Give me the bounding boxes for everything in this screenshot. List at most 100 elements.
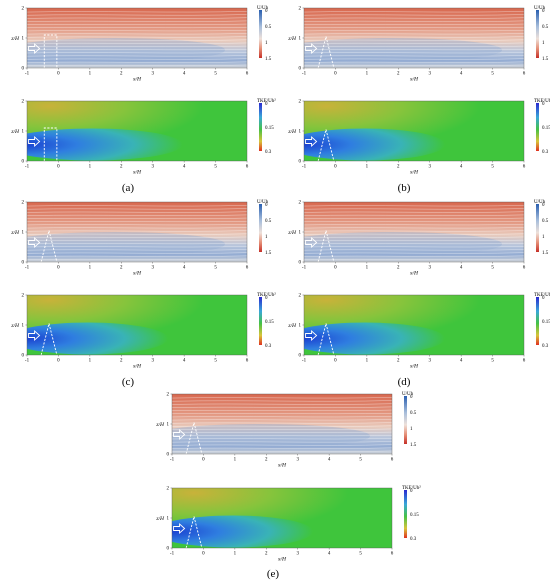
plot-area [172, 488, 392, 548]
x-axis-title: x/H [277, 557, 287, 563]
x-tick-label: 4 [183, 266, 186, 271]
x-tick-label: 6 [246, 72, 249, 77]
colorbar-tick-label: 0 [265, 296, 268, 301]
colorbar-tick-label: 0 [265, 102, 268, 107]
y-tick-label: 1 [167, 517, 170, 522]
x-tick-label: 5 [491, 165, 494, 170]
y-tick-label: 1 [299, 231, 302, 236]
streamline [304, 255, 524, 257]
colorbar-tick-label: 0 [542, 102, 545, 107]
tke-wake-region [172, 515, 314, 548]
tke-wake-region [27, 128, 183, 161]
streamline [304, 211, 524, 213]
x-tick-label: 4 [460, 165, 463, 170]
streamline [27, 30, 247, 32]
streamline [27, 224, 247, 226]
x-tick-label: 4 [183, 72, 186, 77]
x-tick-label: 6 [391, 552, 394, 557]
barrier-outline [317, 323, 335, 356]
streamline [304, 214, 524, 216]
x-tick-label: 3 [428, 266, 431, 271]
streamline [27, 233, 247, 235]
x-tick-label: -1 [170, 552, 175, 557]
streamline [27, 227, 247, 229]
colorbar-tick-label: 1 [410, 427, 413, 432]
y-tick-label: 2 [22, 201, 25, 206]
y-tick-label: 0 [22, 261, 25, 266]
x-tick-label: 1 [234, 458, 237, 463]
subfigure-label: (b) [397, 182, 411, 194]
streamline [304, 36, 524, 38]
y-tick-label: 1 [299, 130, 302, 135]
y-tick-label: 2 [299, 294, 302, 299]
y-tick-label: 1 [167, 423, 170, 428]
x-tick-label: 0 [334, 165, 337, 170]
plot-area [304, 101, 524, 161]
plot-area [172, 394, 392, 454]
streamline [172, 425, 392, 427]
streamline [27, 23, 247, 25]
colorbar-tick-label: 1 [265, 41, 268, 46]
x-tick-label: 3 [428, 72, 431, 77]
x-tick-label: 6 [523, 359, 526, 364]
x-tick-label: 6 [523, 72, 526, 77]
x-tick-label: 1 [89, 359, 92, 364]
streamline [172, 419, 392, 421]
velocity-contour-panel: -1 0 1 2 3 4 5 6 0 1 2 x/H z/H U/Uh 0 0.5 1 1.5 [287, 200, 550, 280]
colorbar-tick-label: 0 [542, 296, 545, 301]
streamline [27, 33, 247, 35]
colorbar-title: U/Uh [534, 200, 546, 205]
streamline [304, 230, 524, 232]
streamline [304, 61, 524, 63]
x-tick-label: 4 [328, 552, 331, 557]
streamline [27, 17, 247, 19]
x-tick-label: 6 [246, 165, 249, 170]
colorbar-tick-label: 1.5 [265, 57, 272, 62]
streamline [27, 45, 247, 47]
x-tick-label: 0 [57, 359, 60, 364]
x-tick-label: -1 [25, 359, 30, 364]
y-tick-label: 1 [299, 324, 302, 329]
colorbar-tick-label: 1.5 [542, 57, 549, 62]
x-tick-label: 1 [234, 552, 237, 557]
streamline [304, 221, 524, 223]
streamline [27, 208, 247, 210]
plot-area [304, 202, 524, 262]
colorbar-tick-label: 0.5 [410, 411, 417, 416]
tke-wake-region [304, 128, 446, 161]
colorbar-tick-label: 0 [410, 395, 413, 400]
y-axis-title: z/H [287, 36, 297, 42]
streamline [27, 221, 247, 223]
streamline [27, 258, 247, 260]
streamline [172, 428, 392, 430]
inflow-arrow-icon [28, 329, 41, 342]
plot-area [27, 202, 247, 262]
x-tick-label: 2 [120, 165, 123, 170]
streamline [27, 246, 247, 248]
colorbar-title: U/Uh [257, 200, 269, 205]
streamline [172, 435, 392, 437]
x-tick-label: 2 [120, 72, 123, 77]
streamline [27, 52, 247, 54]
streamline [27, 205, 247, 207]
x-tick-label: 3 [296, 458, 299, 463]
x-tick-label: 4 [183, 359, 186, 364]
y-tick-label: 0 [22, 67, 25, 72]
subfigure-label: (c) [121, 376, 135, 388]
y-tick-label: 1 [22, 231, 25, 236]
x-tick-label: 6 [391, 458, 394, 463]
x-tick-label: 2 [397, 359, 400, 364]
colorbar [259, 10, 262, 58]
streamline [304, 17, 524, 19]
x-axis-title: x/H [409, 271, 419, 277]
y-tick-label: 2 [299, 7, 302, 12]
y-tick-label: 2 [22, 7, 25, 12]
colorbar-title: TKE/Uh² [402, 485, 421, 491]
streamline [304, 52, 524, 54]
barrier-outline [317, 36, 335, 69]
streamline [304, 45, 524, 47]
